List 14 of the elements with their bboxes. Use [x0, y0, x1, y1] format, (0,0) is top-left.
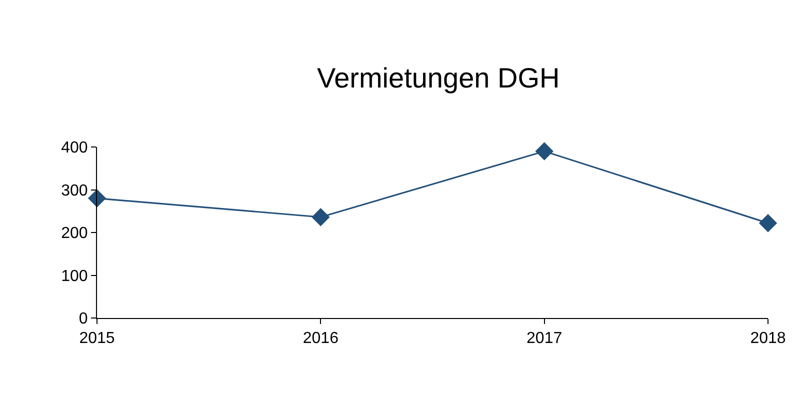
- point: [312, 208, 330, 226]
- point: [535, 142, 554, 160]
- y-tick-label: 300: [61, 182, 88, 200]
- y-tick-label: 200: [61, 225, 88, 242]
- x-tick-label: 2016: [302, 330, 339, 348]
- y-tick-label: 400: [61, 140, 88, 157]
- point: [758, 214, 778, 232]
- x-tick-label: 2015: [79, 330, 115, 348]
- point: [88, 189, 106, 208]
- x-tick-label: 2018: [750, 330, 786, 348]
- y-tick-label: 0: [78, 310, 88, 328]
- y-tick-label: 100: [61, 268, 88, 285]
- x-tick-label: 2017: [526, 330, 562, 348]
- chart-title: Vermietungen DGH: [316, 62, 560, 94]
